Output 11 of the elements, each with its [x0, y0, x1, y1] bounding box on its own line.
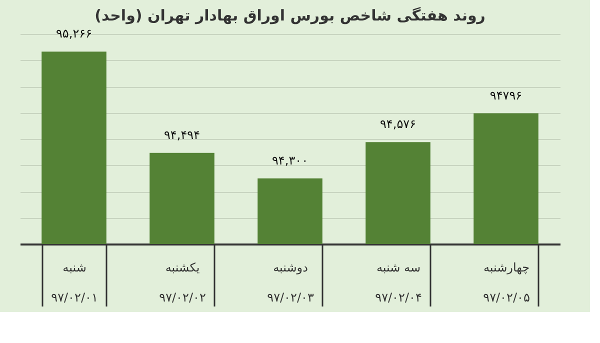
- data-label: ۹۴,۵۷۶: [380, 117, 416, 132]
- category-label: سه شنبه ۹۷/۰۲/۰۴: [375, 260, 422, 304]
- data-label: ۹۴,۴۹۴: [164, 128, 200, 142]
- data-label: ۹۵,۲۶۶: [56, 26, 92, 41]
- data-label: ۹۴,۳۰۰: [272, 153, 308, 168]
- category-label: یکشنبه ۹۷/۰۲/۰۲: [159, 260, 206, 304]
- chart-title: روند هفتگی شاخص بورس اوراق بهادار تهران (واحد): [94, 6, 486, 25]
- category-label: شنبه ۹۷/۰۲/۰۱: [51, 260, 98, 304]
- category-label: چهارشنبه ۹۷/۰۲/۰۵: [483, 260, 530, 304]
- category-label: دوشنبه ۹۷/۰۲/۰۳: [267, 260, 314, 304]
- data-label: ۹۴۷۹۶: [490, 88, 522, 102]
